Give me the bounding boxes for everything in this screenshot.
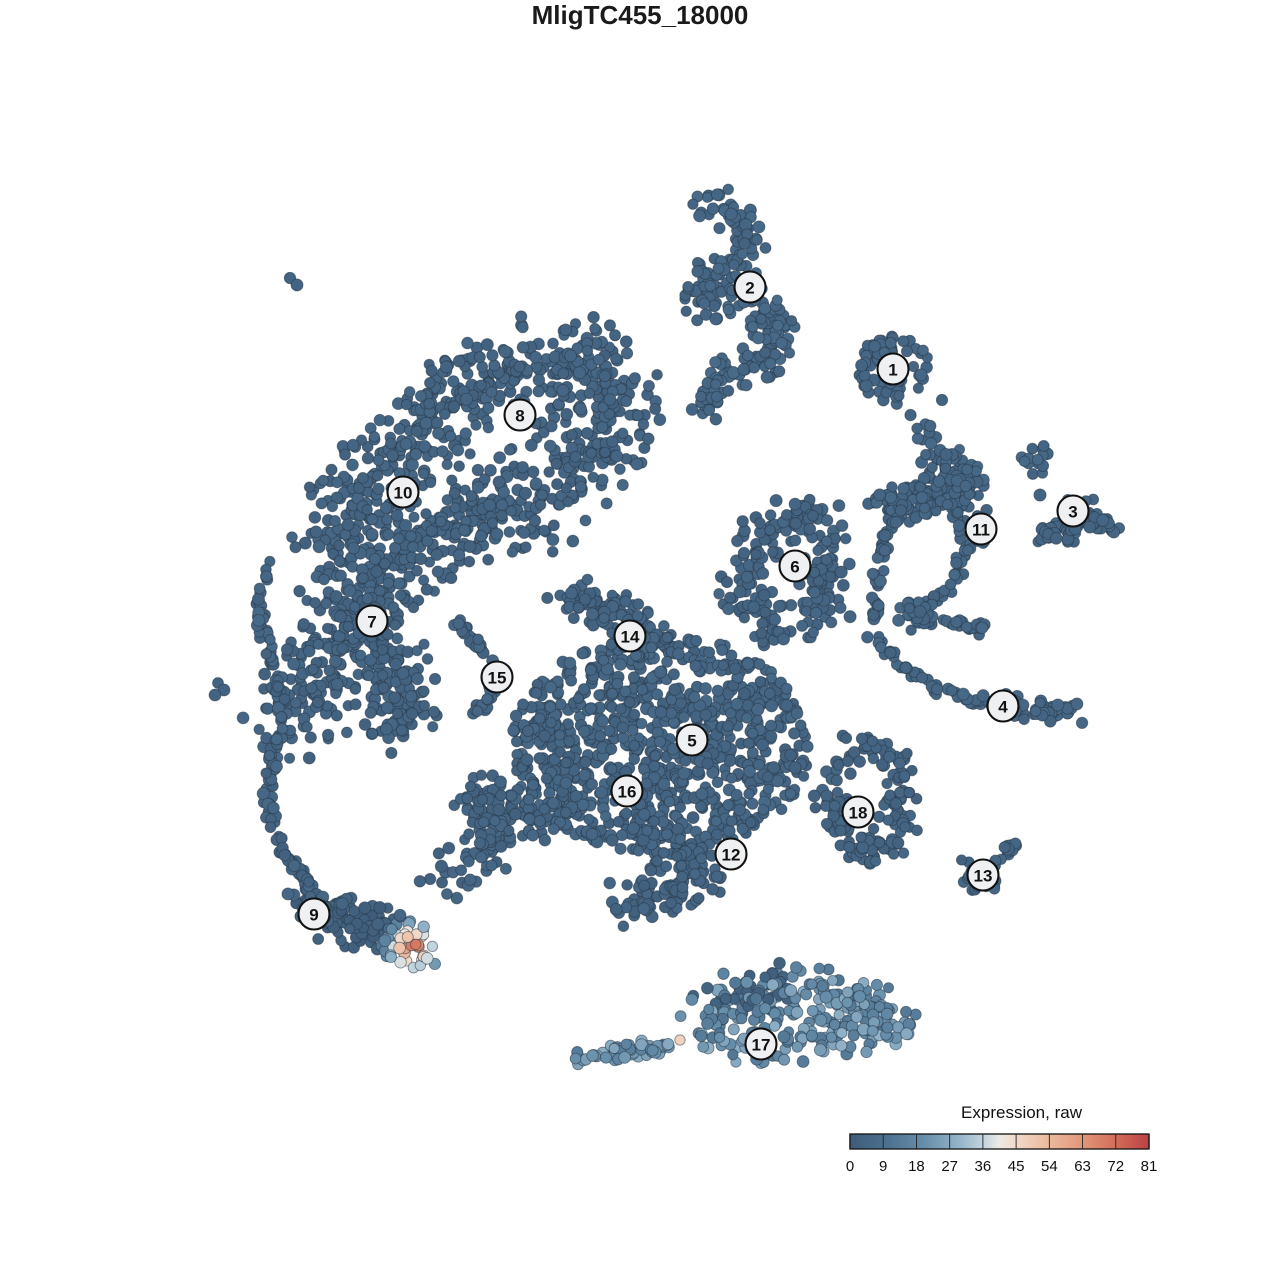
svg-text:54: 54 [1041, 1158, 1058, 1175]
svg-text:63: 63 [1074, 1158, 1091, 1175]
svg-text:11: 11 [972, 521, 990, 540]
svg-text:4: 4 [998, 698, 1008, 717]
svg-text:3: 3 [1068, 503, 1077, 522]
svg-text:18: 18 [849, 804, 868, 823]
svg-text:18: 18 [908, 1158, 925, 1175]
svg-text:36: 36 [975, 1158, 992, 1175]
svg-text:14: 14 [621, 628, 640, 647]
svg-text:9: 9 [879, 1158, 887, 1175]
svg-text:17: 17 [752, 1036, 771, 1055]
svg-text:27: 27 [941, 1158, 958, 1175]
svg-text:8: 8 [515, 407, 524, 426]
svg-text:Expression, raw: Expression, raw [961, 1103, 1083, 1122]
svg-text:9: 9 [309, 906, 318, 925]
svg-text:12: 12 [722, 846, 741, 865]
svg-text:45: 45 [1008, 1158, 1025, 1175]
svg-text:5: 5 [687, 732, 696, 751]
svg-text:81: 81 [1141, 1158, 1158, 1175]
svg-text:0: 0 [846, 1158, 854, 1175]
svg-text:1: 1 [888, 361, 897, 380]
svg-text:6: 6 [790, 558, 799, 577]
svg-text:15: 15 [488, 669, 507, 688]
svg-text:16: 16 [618, 783, 637, 802]
svg-text:13: 13 [974, 867, 993, 886]
svg-text:72: 72 [1107, 1158, 1124, 1175]
svg-text:7: 7 [367, 613, 376, 632]
svg-text:10: 10 [394, 484, 413, 503]
svg-text:2: 2 [745, 279, 754, 298]
